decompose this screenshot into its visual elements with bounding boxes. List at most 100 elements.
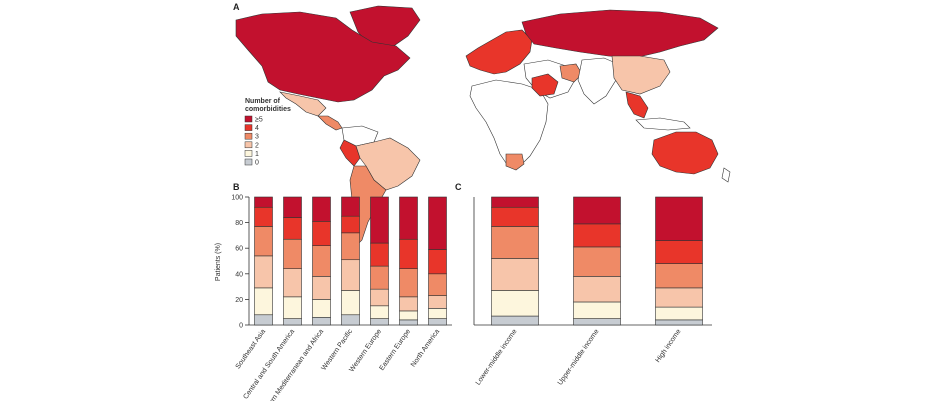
bar-segment: [573, 301, 621, 319]
map-region-africa: [469, 79, 549, 167]
bar-segment: [428, 295, 447, 309]
panel-label-a: A: [233, 2, 240, 12]
legend-label: 3: [255, 134, 259, 141]
bar-segment: [428, 273, 447, 296]
bar-segment: [341, 196, 360, 217]
panel-b-chart: Patients (%) 0 20 40 60 80 100 Southeast Asia…: [215, 195, 452, 401]
map-region-south-asia: [577, 57, 619, 105]
legend-label: 0: [255, 160, 259, 167]
legend-title-line2: comorbidities: [245, 106, 291, 113]
bar-segment: [573, 223, 621, 248]
legend-swatch: [244, 141, 253, 149]
bar-segment: [312, 317, 331, 326]
bar-segment: [370, 196, 389, 244]
panel-label-c: C: [455, 182, 462, 192]
bar-segment: [428, 308, 447, 319]
bar-segment: [573, 196, 621, 225]
map-region-china: [611, 55, 671, 95]
bar-segment: [370, 305, 389, 319]
category-label: North America: [410, 328, 441, 368]
bar-segment: [399, 196, 418, 240]
bar-segment: [655, 319, 703, 326]
bar-segment: [341, 232, 360, 261]
map-region-new-zealand: [721, 167, 731, 183]
map-legend: Number of comorbidities ≥54 32 1 0: [244, 98, 291, 167]
legend-title-line1: Number of: [245, 98, 281, 105]
bar-segment: [370, 288, 389, 307]
bar-segment: [312, 299, 331, 318]
bar-segment: [428, 196, 447, 250]
bar-segment: [399, 296, 418, 312]
bar-segment: [254, 206, 273, 227]
bar-segment: [341, 290, 360, 316]
bar-segment: [491, 196, 539, 208]
bar-segment: [655, 306, 703, 321]
bar-segment: [312, 221, 331, 246]
bar-segment: [573, 318, 621, 326]
bar-segment: [283, 268, 302, 298]
y-tick-label: 100: [231, 195, 243, 202]
legend-swatch: [244, 124, 253, 131]
bar-segment: [491, 290, 539, 317]
map-region-iran: [559, 63, 583, 83]
category-label: Eastern Europe: [378, 328, 412, 372]
bar-segment: [428, 318, 447, 326]
map-region-russia: [521, 9, 719, 59]
legend-swatch: [244, 115, 253, 123]
bar-segment: [491, 258, 539, 291]
map-region-south-africa: [505, 153, 525, 171]
panel-label-b: B: [233, 182, 240, 192]
legend-swatch: [244, 158, 253, 166]
y-tick-label: 20: [235, 297, 243, 304]
bar-segment: [655, 263, 703, 289]
bar-segment: [491, 206, 539, 227]
bar-segment: [399, 268, 418, 298]
bar-segment: [254, 314, 273, 326]
bar-segment: [370, 265, 389, 290]
map-region-central-america: [317, 115, 343, 131]
bar-segment: [655, 287, 703, 308]
panel-b-y-axis-title: Patients (%): [215, 243, 222, 281]
bar-segment: [312, 276, 331, 300]
category-label: Western Europe: [348, 328, 383, 373]
map-region-australia: [651, 131, 719, 175]
bar-segment: [655, 196, 703, 241]
legend-swatch: [244, 132, 253, 140]
map-region-southeast-asia: [625, 91, 649, 119]
bar-segment: [312, 245, 331, 277]
bar-segment: [283, 217, 302, 240]
bar-segment: [254, 226, 273, 257]
category-label: Western Pacific: [321, 328, 355, 372]
bar-segment: [341, 259, 360, 291]
bar-segment: [370, 242, 389, 267]
map-region-europe: [465, 29, 533, 75]
map-region-saudi-arabia: [531, 73, 559, 97]
bar-segment: [399, 319, 418, 326]
legend-label: 2: [255, 142, 259, 149]
bar-segment: [428, 249, 447, 275]
panel-c-chart: Lower-middle income Upper-middle income Hi…: [473, 196, 712, 387]
bar-segment: [341, 215, 360, 234]
map-region-indonesia: [635, 117, 691, 131]
category-label: Upper-middle income: [557, 328, 601, 387]
bar-segment: [312, 196, 331, 222]
y-tick-label: 80: [235, 220, 243, 227]
bar-segment: [491, 315, 539, 326]
y-tick-label: 60: [235, 246, 243, 253]
legend-label: 1: [255, 151, 259, 158]
bar-segment: [283, 238, 302, 269]
map-region-canada-usa: [235, 11, 411, 103]
bar-segment: [283, 296, 302, 319]
category-label: Southeast Asia: [235, 328, 268, 370]
category-label: High income: [655, 328, 683, 364]
bar-segment: [283, 196, 302, 218]
legend-label: ≥5: [255, 117, 263, 124]
bar-segment: [341, 314, 360, 326]
y-tick-label: 0: [239, 323, 243, 330]
bar-segment: [655, 240, 703, 264]
bar-segment: [254, 196, 273, 208]
bar-segment: [399, 310, 418, 321]
map-region-brazil: [355, 137, 421, 191]
bar-segment: [254, 255, 273, 289]
bar-segment: [399, 238, 418, 269]
